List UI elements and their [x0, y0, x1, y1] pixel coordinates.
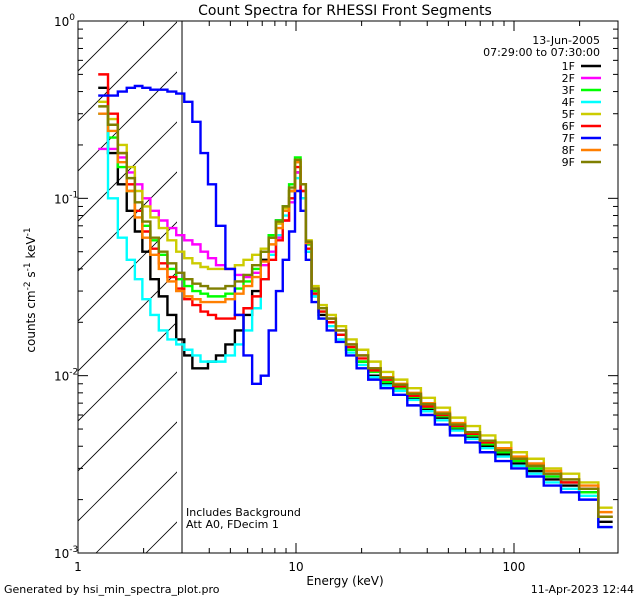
x-tick-label: 100 — [503, 560, 526, 574]
x-tick-label: 10 — [288, 560, 303, 574]
hatch-line — [78, 271, 177, 372]
hatch-line — [78, 171, 177, 272]
hatch-line — [78, 371, 177, 472]
series-1F — [98, 86, 613, 523]
annotation-attenuator: Att A0, FDecim 1 — [186, 518, 279, 531]
y-tick-label: 100 — [54, 13, 75, 29]
annotation-background: Includes Background — [186, 506, 301, 519]
series-6F — [98, 73, 613, 518]
legend-label: 9F — [562, 156, 575, 169]
legend-label: 8F — [562, 144, 575, 157]
chart-title: Count Spectra for RHESSI Front Segments — [198, 3, 492, 19]
series-layer — [98, 73, 613, 529]
observation-time-range: 07:29:00 to 07:30:00 — [483, 46, 600, 59]
plot-frame — [77, 20, 619, 554]
footer-generated-by: Generated by hsi_min_spectra_plot.pro — [4, 583, 220, 596]
y-tick-label: 10-2 — [54, 368, 78, 384]
series-9F — [98, 105, 613, 518]
legend-label: 4F — [562, 96, 575, 109]
background-hatch-region — [78, 21, 177, 553]
hatch-line — [78, 221, 177, 322]
legend-label: 7F — [562, 132, 575, 145]
legend-label: 1F — [562, 60, 575, 73]
hatch-line — [78, 71, 177, 172]
hatch-line — [78, 21, 177, 122]
hatch-line — [78, 321, 177, 422]
axis-ticks: 1 10 100 100 10-1 10-2 10-3 — [54, 13, 619, 574]
footer-timestamp: 11-Apr-2023 12:44 — [530, 583, 634, 596]
legend-label: 3F — [562, 84, 575, 97]
series-5F — [98, 100, 613, 509]
series-7F — [98, 84, 613, 529]
hatch-line — [78, 121, 177, 222]
legend-label: 6F — [562, 120, 575, 133]
hatch-line — [78, 21, 79, 22]
legend-label: 2F — [562, 72, 575, 85]
x-tick-label: 1 — [74, 560, 82, 574]
observation-date: 13-Jun-2005 — [532, 34, 600, 47]
y-tick-label: 10-1 — [54, 190, 78, 206]
y-axis-label: counts cm-2 s-1 keV-1 — [23, 227, 38, 352]
hatch-line — [78, 421, 177, 522]
legend-label: 5F — [562, 108, 575, 121]
x-axis-label: Energy (keV) — [306, 574, 383, 588]
y-tick-label: 10-3 — [54, 545, 78, 561]
